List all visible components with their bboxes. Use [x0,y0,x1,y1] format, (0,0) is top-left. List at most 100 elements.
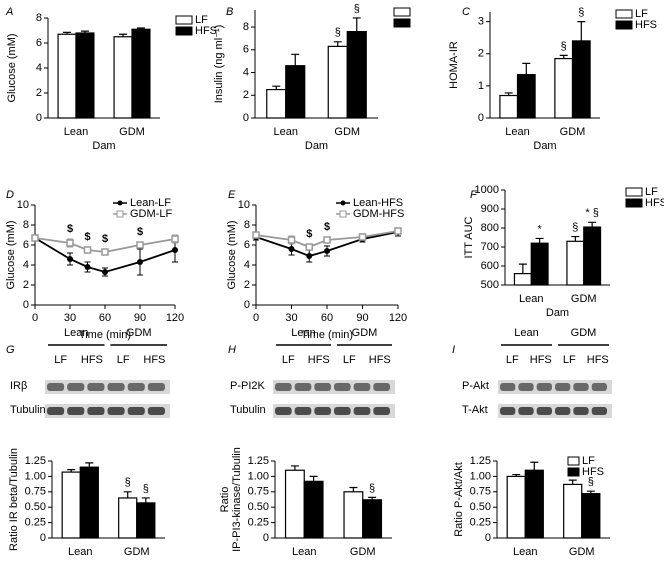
blot-band [107,407,125,415]
y-tick-label: 900 [481,203,499,215]
blot-band [518,383,534,391]
y-tick-label: 0 [40,532,46,544]
panel-label: F [470,189,478,201]
blot-group-label: GDM [571,327,597,339]
x-tick-label: Lean [68,546,92,558]
blot-group-label: Lean [64,327,88,339]
blot-band [591,407,607,415]
legend-label: LF [195,14,208,26]
error-bar [136,27,145,30]
x-tick-label: 30 [285,312,297,324]
x-tick-label: 90 [356,312,368,324]
y-tick-label: 600 [481,260,499,272]
error-bar [123,491,132,498]
legend-label: Lean-HFS [353,197,403,209]
panel-label: H [228,344,236,356]
y-axis-label: Glucose (mM) [5,220,17,289]
blot-band [47,383,65,391]
legend-marker [117,200,123,206]
legend-swatch [615,20,633,30]
blot-band [275,383,292,391]
blot-band [573,383,589,391]
blot-band [573,407,589,415]
y-tick-label: 0.50 [248,501,269,513]
significance-mark: § [561,40,567,52]
bar [499,94,519,119]
y-axis-label: IP-PI3-kinase/Tubulin [231,447,243,552]
error-bar [67,469,76,473]
error-bar [349,486,358,492]
bar [131,28,151,119]
marker [252,231,260,239]
blot-band [127,383,145,391]
x-tick-label: 0 [253,312,259,324]
series-line [34,237,176,273]
bar [61,471,81,539]
y-tick-label: 1.00 [25,470,46,482]
x-tick-label: GDM [350,546,376,558]
bar [75,32,95,119]
marker [305,243,313,251]
blot-group-label: GDM [126,327,152,339]
marker [67,256,73,262]
legend-label: HFS [635,19,657,31]
y-tick-label: 0.50 [470,501,491,513]
y-tick-label: 0 [478,112,484,124]
error-bar [568,479,577,485]
y-axis-label: Ratio P-Akt/Akt [453,462,465,537]
panel-label: A [5,6,13,18]
significance-mark: $ [102,233,108,245]
x-axis-label: Dam [533,140,556,152]
legend-label: GDM-HFS [353,208,404,220]
x-tick-label: 120 [389,312,407,324]
x-axis-label: Time (min) [301,329,353,341]
series-line [34,237,176,253]
y-axis-label: ITT AUC [463,216,475,258]
series-line [255,230,399,248]
error-bar [504,92,513,96]
panel-label: B [226,6,233,18]
blot-group-label: Lean [514,327,538,339]
y-axis-label: Ratio [219,487,231,513]
blot-band [147,383,165,391]
y-tick-label: 6 [36,37,42,49]
blot-band [373,383,390,391]
x-tick-label: Lean [292,546,316,558]
blot-band [500,407,516,415]
x-tick-label: 90 [134,312,146,324]
blot-row-label: P-Akt [462,380,489,392]
blot-lane-label: HFS [369,354,391,366]
error-bar [272,85,281,90]
x-tick-label: 60 [321,312,333,324]
y-tick-label: 1.25 [248,455,269,467]
legend-swatch [625,198,643,208]
bar [284,469,305,539]
x-axis-label: Time (min) [79,329,131,341]
blot-row-label: Tubulin [230,404,266,416]
bar [506,475,526,539]
y-tick-label: 6 [244,239,250,251]
marker [137,259,143,265]
marker [101,248,109,256]
blot-band [373,407,390,415]
blot-lane-label: HFS [587,354,609,366]
marker [287,236,296,244]
error-bar [85,462,94,468]
y-tick-label: 8 [243,21,249,33]
error-bar [522,62,531,75]
legend-swatch [567,456,580,466]
y-tick-label: 0.75 [25,486,46,498]
blot-band [87,383,105,391]
y-tick-label: 2 [243,89,249,101]
y-tick-label: 4 [23,259,29,271]
blot-band [536,407,552,415]
y-tick-label: 1 [478,80,484,92]
legend-label: LF [582,455,595,467]
panel-label: C [462,6,470,18]
error-bar [333,41,342,47]
y-tick-label: 2 [23,279,29,291]
bar [516,74,536,119]
y-tick-label: 3 [478,16,484,28]
blot-lane-label: LF [343,354,356,366]
